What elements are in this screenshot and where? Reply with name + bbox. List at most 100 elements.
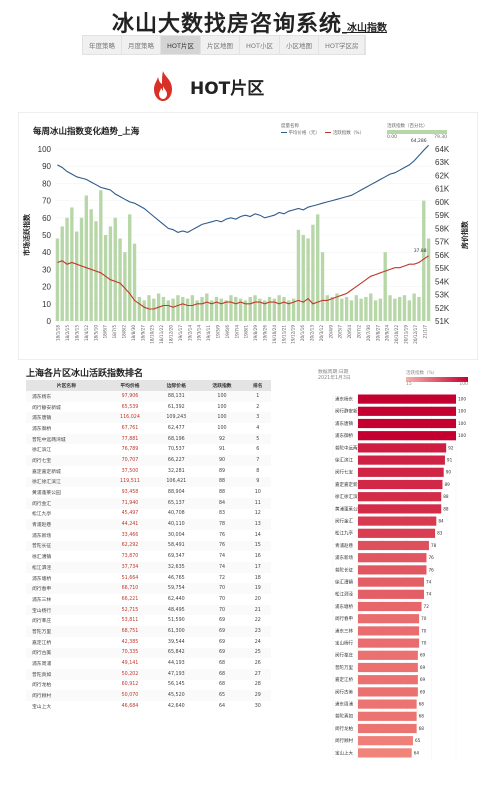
- activity-bar: [70, 207, 74, 321]
- table-row[interactable]: 浦东新场 33,466 30,004 76 14: [26, 530, 271, 541]
- table-cell: 70: [199, 604, 245, 616]
- table-row[interactable]: 浦东塘桥 51,664 46,765 72 18: [26, 573, 271, 584]
- tab-monthly-strategy[interactable]: 月度策略: [122, 36, 161, 54]
- table-cell: 11: [244, 497, 271, 509]
- table-cell: 徐汇漕镇: [32, 555, 52, 561]
- rank-bar: [358, 736, 413, 746]
- activity-bar: [277, 295, 281, 321]
- table-cell: 78: [199, 519, 245, 530]
- activity-bar: [325, 295, 330, 321]
- table-cell: 100: [217, 404, 227, 410]
- tab-community-map[interactable]: 小区地图: [280, 36, 319, 54]
- table-row[interactable]: 徐汇徐汇滨江 119,511 106,421 88 9: [26, 476, 271, 488]
- table-row[interactable]: 闵行金汇 71,940 65,137 84 11: [26, 497, 271, 509]
- rank-category-label: 浦东杨东: [335, 396, 353, 403]
- table-row[interactable]: 普陀真如 50,202 47,193 68 27: [26, 668, 271, 680]
- x-tick-label: 18/1/18: [56, 325, 61, 341]
- activity-bar: [185, 298, 190, 321]
- activity-bar: [248, 296, 252, 321]
- table-row[interactable]: 闵行古美 70,335 65,842 69 25: [26, 647, 271, 659]
- table-cell: 48,495: [153, 604, 200, 616]
- activity-bar: [224, 300, 228, 321]
- table-cell: 闵行顾村: [26, 690, 107, 701]
- activity-bar: [137, 296, 142, 321]
- table-row[interactable]: 黄浦蓬莱公园 93,458 88,904 88 10: [26, 487, 271, 498]
- table-cell: 3: [244, 412, 271, 424]
- table-cell: 24: [254, 639, 261, 645]
- x-tick-label: 20/7/30: [366, 325, 371, 341]
- table-row[interactable]: 普陀长征 62,292 58,491 76 15: [26, 540, 271, 552]
- title-suffix: _冰山指数: [342, 23, 387, 34]
- table-row[interactable]: 松江九亭 45,497 40,708 83 12: [26, 509, 271, 520]
- y-left-tick-label: 100: [38, 145, 52, 154]
- table-cell: 65: [199, 690, 245, 701]
- table-cell: 普陀真如: [26, 668, 107, 680]
- table-cell: 12: [254, 511, 261, 517]
- table-cell: 44,193: [167, 661, 185, 667]
- x-tick-label: 19/10/24: [272, 325, 277, 344]
- activity-bar: [166, 300, 170, 321]
- activity-bar: [263, 300, 267, 321]
- table-cell: 66,710: [106, 583, 154, 595]
- table-cell: 32,281: [167, 468, 185, 474]
- y-right-tick-label: 58K: [435, 224, 450, 233]
- table-row[interactable]: 浦东唐镇 116,024 109,243 100 3: [26, 412, 271, 424]
- x-tick-label: 19/2/14: [187, 325, 192, 341]
- table-row[interactable]: 青浦赵巷 44,241 40,110 78 13: [26, 519, 271, 530]
- table-row[interactable]: 闵行龙柏 60,912 56,145 68 28: [26, 680, 271, 691]
- rank-value-label: 91: [447, 458, 453, 463]
- table-row[interactable]: 嘉定江桥 42,385 39,544 69 24: [26, 637, 271, 648]
- rank-category-label: 浦东周浦: [335, 701, 353, 708]
- table-row[interactable]: 宝山上大 46,684 42,640 64 30: [26, 701, 271, 712]
- rank-bar: [358, 626, 420, 636]
- table-row[interactable]: 闵行莘庄 53,811 51,590 69 22: [26, 615, 271, 626]
- table-cell: 88,131: [153, 391, 200, 402]
- bar-legend-max: 79.30: [434, 135, 447, 140]
- table-cell: 68: [218, 661, 226, 667]
- table-row[interactable]: 闵行春申 66,710 59,754 70 19: [26, 583, 271, 595]
- rank-value-label: 100: [458, 409, 466, 414]
- activity-bar: [123, 252, 127, 321]
- table-cell: 30,004: [167, 532, 185, 538]
- table-cell: 51,590: [167, 618, 185, 624]
- activity-bar: [65, 217, 69, 321]
- rank-bar: [358, 699, 417, 709]
- table-row[interactable]: 徐汇漕镇 73,870 69,347 74 16: [26, 551, 271, 562]
- tab-area-map[interactable]: 片区地图: [201, 36, 240, 54]
- table-cell: 普陀中远两湾城: [26, 433, 107, 445]
- table-row[interactable]: 嘉定嘉定新城 37,500 32,281 89 8: [26, 466, 271, 477]
- table-row[interactable]: 浦东御桥 67,761 62,477 100 4: [26, 423, 271, 434]
- activity-bar: [301, 235, 305, 321]
- table-row[interactable]: 闵行顾村 50,070 45,520 65 29: [26, 690, 271, 701]
- table-cell: 61,392: [167, 404, 185, 410]
- table-row[interactable]: 闵行七宝 70,707 66,227 90 7: [26, 455, 271, 466]
- table-cell: 62,477: [167, 425, 185, 431]
- rank-category-label: 宝山杨行: [335, 640, 353, 647]
- rank-value-label: 68: [419, 714, 425, 719]
- table-row[interactable]: 闵行静安新城 65,539 61,392 100 2: [26, 402, 271, 413]
- table-row[interactable]: 浦东杨东 97,906 88,131 100 1: [26, 391, 271, 402]
- rank-value-label: 69: [420, 689, 426, 694]
- table-row[interactable]: 浦东三林 66,221 62,440 70 20: [26, 594, 271, 605]
- table-cell: 69: [199, 626, 245, 637]
- table-row[interactable]: 普陀万里 68,751 61,300 69 23: [26, 626, 271, 637]
- tab-hot-area[interactable]: HOT片区: [161, 36, 201, 54]
- table-row[interactable]: 普陀中远两湾城 77,881 68,196 92 5: [26, 433, 271, 445]
- table-cell: 66,227: [153, 455, 200, 466]
- tab-hot-school[interactable]: HOT学区房: [319, 36, 366, 54]
- rank-bar: [358, 431, 456, 441]
- table-row[interactable]: 宝山杨行 52,715 48,495 70 21: [26, 604, 271, 616]
- table-cell: 47,193: [153, 668, 200, 680]
- y-right-tick-label: 53K: [435, 291, 450, 300]
- table-row[interactable]: 徐汇滨江 76,789 70,537 91 6: [26, 444, 271, 455]
- tab-bar: 年度策略 月度策略 HOT片区 片区地图 HOT小区 小区地图 HOT学区房: [82, 35, 367, 55]
- activity-bar: [412, 293, 416, 321]
- tab-hot-community[interactable]: HOT小区: [240, 36, 280, 54]
- table-row[interactable]: 松江泗泾 37,734 32,635 74 17: [26, 562, 271, 573]
- table-row[interactable]: 浦东周浦 49,141 44,193 68 26: [26, 658, 271, 669]
- table-cell: 闵行莘庄: [32, 619, 52, 625]
- rank-category-label: 闵行春申: [335, 615, 353, 622]
- activity-bar: [128, 214, 132, 321]
- tab-annual-strategy[interactable]: 年度策略: [83, 36, 122, 54]
- activity-bar: [181, 296, 185, 321]
